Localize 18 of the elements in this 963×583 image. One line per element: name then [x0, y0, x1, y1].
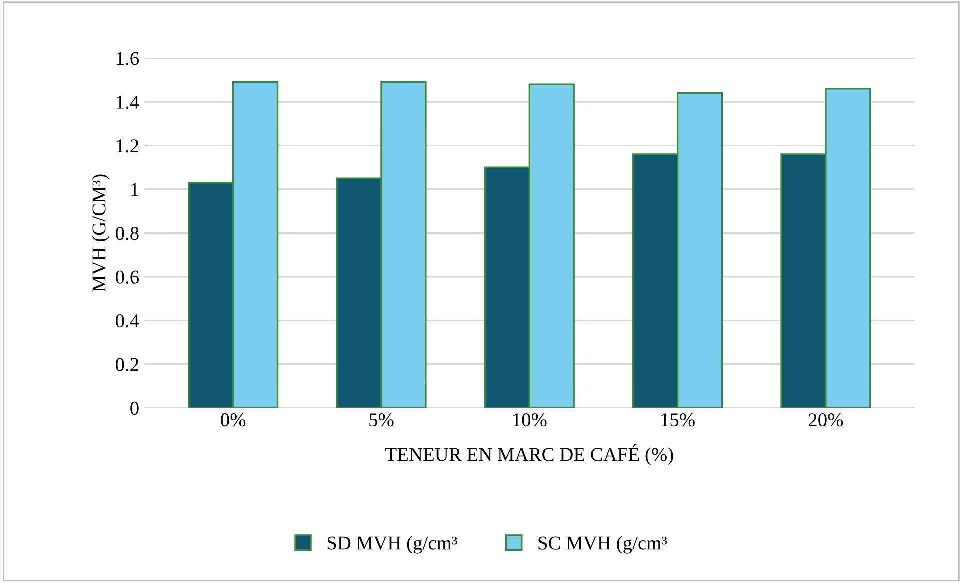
x-tick-label: 20%	[808, 414, 844, 427]
y-axis-title: MVH (G/CM³)	[92, 174, 110, 292]
x-tick-label: 5%	[370, 414, 394, 427]
y-tick-label: 0.4	[116, 314, 140, 328]
y-tick-label: 0.8	[116, 227, 139, 240]
x-tick-label: 0%	[221, 414, 246, 427]
y-tick-label: 0.2	[116, 358, 139, 372]
y-tick-label: 1	[132, 183, 138, 196]
y-tick-label: 1.6	[116, 52, 140, 66]
y-tick-label: 1.2	[116, 140, 139, 153]
x-tick-label: 15%	[662, 414, 695, 427]
y-tick-label: 1.4	[116, 96, 140, 110]
y-tick-label: 0	[130, 402, 139, 416]
legend-label: SD MVH (g/cm³	[328, 536, 458, 554]
x-tick-label: 10%	[514, 414, 547, 427]
legend-label: SC MVH (g/cm³	[538, 536, 668, 554]
y-tick-label: 0.6	[116, 270, 140, 284]
x-axis-title: TENEUR EN MARC DE CAFÉ (%)	[386, 444, 674, 466]
